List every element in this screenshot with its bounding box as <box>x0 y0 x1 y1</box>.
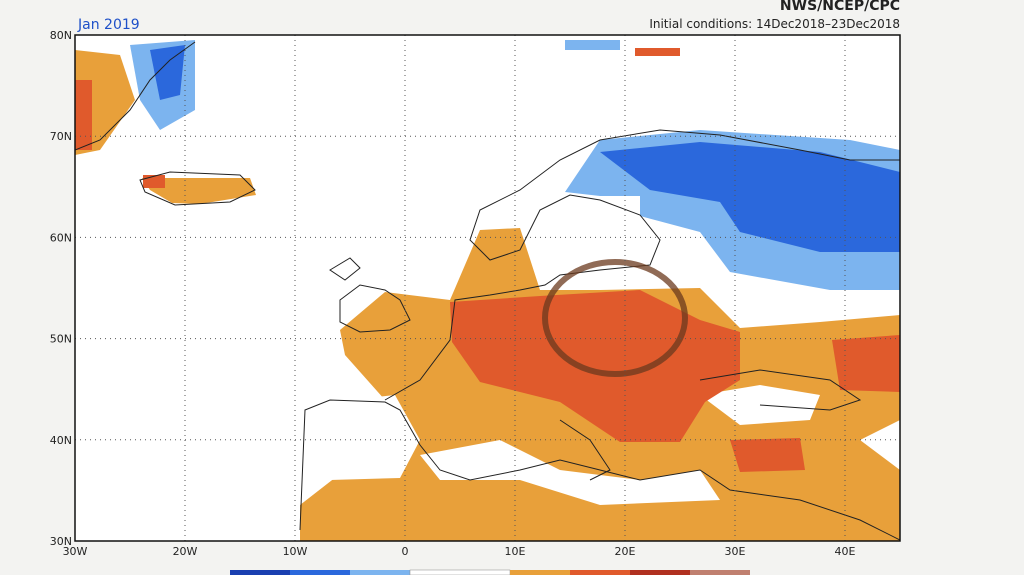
much-above-normal-region <box>75 80 92 150</box>
much-above-normal-region <box>143 175 165 188</box>
much-above-normal-region <box>450 290 740 442</box>
initial-conditions: Initial conditions: 14Dec2018–23Dec2018 <box>649 17 900 31</box>
near-normal-region <box>420 440 720 505</box>
below-normal-region <box>565 40 620 50</box>
lat-label: 30N <box>50 535 72 548</box>
lat-label: 70N <box>50 130 72 143</box>
anomaly-field <box>75 40 900 541</box>
lon-label: 20W <box>173 545 198 558</box>
month-label: Jan 2019 <box>77 17 140 33</box>
plot-frame <box>74 34 901 542</box>
lon-label: 20E <box>615 545 636 558</box>
color-bar <box>230 569 750 575</box>
lon-label: 0 <box>402 545 409 558</box>
lon-label: 40E <box>835 545 856 558</box>
much-above-normal-region <box>832 335 900 392</box>
coastlines <box>75 41 900 541</box>
lon-label: 30E <box>725 545 746 558</box>
above-normal-region <box>142 178 256 204</box>
lat-label: 40N <box>50 434 72 447</box>
much-below-normal-region <box>600 142 900 252</box>
lat-label: 50N <box>50 333 72 346</box>
near-normal-region <box>300 395 420 480</box>
lon-label: 10W <box>283 545 308 558</box>
lat-label: 60N <box>50 231 72 244</box>
lat-label: 80N <box>50 29 72 42</box>
much-above-normal-region <box>635 48 680 56</box>
highlight-circle <box>542 259 688 377</box>
much-below-normal-region <box>150 45 185 100</box>
lon-label: 10E <box>505 545 526 558</box>
much-above-normal-region <box>730 438 805 472</box>
lon-label: 30W <box>63 545 88 558</box>
agency-label: NWS/NCEP/CPC <box>780 0 900 14</box>
